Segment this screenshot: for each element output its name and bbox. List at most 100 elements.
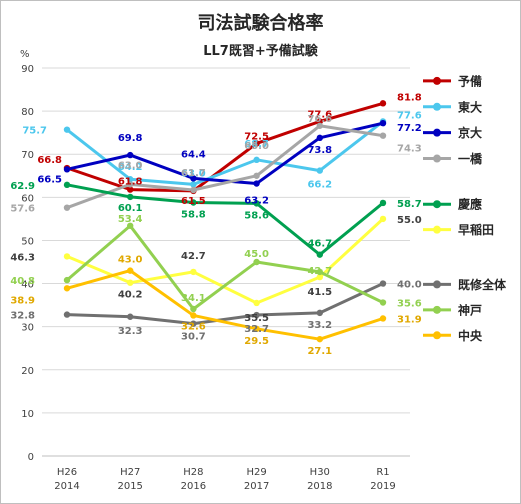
data-label: 46.3 (10, 252, 35, 263)
data-label: 66.2 (307, 180, 332, 191)
data-point (127, 222, 134, 229)
data-point (379, 299, 387, 306)
data-label: 33.2 (307, 320, 332, 331)
data-label: 68.7 (244, 139, 269, 150)
data-point (379, 315, 387, 322)
data-point (253, 325, 260, 333)
data-label: 40.8 (10, 276, 35, 287)
data-label: 32.3 (118, 326, 143, 337)
data-point (63, 204, 71, 211)
data-point (379, 119, 387, 127)
data-label: 69.8 (118, 133, 143, 144)
data-label: 32.8 (10, 311, 35, 322)
legend-label: 東大 (458, 99, 482, 114)
data-label: 40.2 (118, 290, 143, 301)
data-label: 53.4 (118, 214, 143, 225)
data-point (63, 311, 71, 318)
data-label: 74.3 (397, 144, 422, 155)
legend-label: 予備 (458, 73, 482, 88)
data-point (190, 312, 197, 319)
data-point (63, 276, 71, 284)
data-label: 55.0 (397, 215, 422, 226)
data-label: 75.7 (22, 126, 47, 137)
data-label: 41.5 (307, 287, 332, 298)
data-point (316, 251, 323, 258)
data-label: 40.0 (397, 280, 422, 291)
data-point (190, 320, 197, 327)
series-line (66, 121, 384, 186)
data-point (316, 122, 323, 129)
legend-label: 神戸 (458, 302, 482, 317)
data-label: 76.6 (307, 114, 332, 125)
data-label: 72.5 (244, 131, 269, 142)
data-label: 58.8 (181, 210, 206, 221)
data-point (190, 181, 197, 188)
data-point (190, 186, 197, 194)
data-point (127, 176, 134, 183)
data-label: 38.9 (10, 295, 35, 306)
data-label: 61.7 (181, 168, 206, 179)
data-point (63, 181, 71, 189)
y-tick-label: 40 (21, 280, 34, 291)
legend-marker (433, 128, 441, 137)
legend-label: 中央 (458, 328, 483, 343)
data-point (190, 305, 197, 313)
data-label: 45.0 (244, 249, 269, 260)
series-lines (66, 101, 385, 341)
data-point (253, 140, 260, 147)
legend-marker (433, 76, 441, 85)
y-tick-label: 60 (21, 193, 34, 204)
data-label: 35.5 (244, 313, 269, 324)
chart-subtitle: LL7既習+予備試験 (203, 44, 318, 59)
data-label: 81.8 (397, 92, 422, 103)
gridlines (42, 67, 410, 457)
data-point (316, 268, 323, 276)
data-label: 57.6 (10, 204, 35, 215)
data-point (316, 309, 323, 317)
data-label: 62.9 (10, 181, 35, 192)
data-point (253, 200, 260, 207)
data-label: 42.7 (181, 251, 206, 262)
y-tick-label: 0 (28, 452, 34, 463)
legend-marker (433, 331, 441, 340)
data-point (63, 285, 71, 292)
data-point (379, 215, 387, 223)
data-point (190, 199, 197, 206)
data-label: 61.5 (181, 196, 206, 207)
data-point (316, 167, 323, 174)
data-point (379, 132, 387, 139)
data-point (253, 311, 260, 319)
data-point (63, 126, 71, 133)
y-tick-label: 30 (21, 323, 34, 334)
series-line (66, 224, 384, 311)
data-point (127, 279, 134, 286)
data-label: 77.2 (397, 123, 422, 134)
legend-marker (433, 225, 441, 234)
legend-marker (433, 200, 441, 209)
data-point (127, 193, 134, 201)
y-tick-label: 10 (21, 409, 34, 420)
x-tick-year: 2016 (181, 481, 206, 492)
y-axis-unit-label: % (20, 49, 30, 60)
x-tick-year: 2017 (244, 481, 269, 492)
x-tick-era: H30 (310, 467, 330, 478)
y-tick-label: 90 (21, 64, 34, 75)
x-tick-era: H26 (57, 467, 77, 478)
data-label: 42.7 (307, 266, 332, 277)
series-line (66, 120, 384, 186)
data-label: 29.5 (244, 336, 269, 347)
data-point (63, 166, 71, 173)
series-line (66, 183, 384, 257)
data-label: 66.5 (37, 174, 62, 185)
legend-label: 慶應 (458, 197, 482, 212)
y-tick-label: 80 (21, 107, 34, 118)
data-point (253, 172, 260, 179)
x-tick-era: H27 (120, 467, 140, 478)
data-point (190, 175, 197, 182)
x-tick-era: H28 (183, 467, 203, 478)
data-label: 77.6 (397, 110, 422, 121)
data-label: 77.6 (307, 109, 332, 120)
data-point (379, 199, 387, 207)
